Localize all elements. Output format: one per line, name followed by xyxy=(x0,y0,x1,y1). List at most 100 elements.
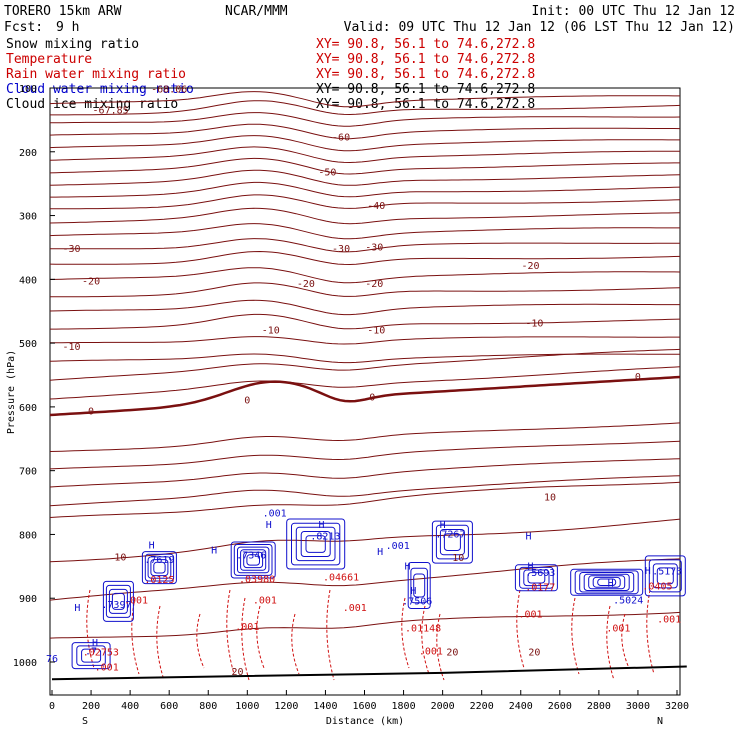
high-marker: H xyxy=(92,638,98,649)
rain-label: .001 xyxy=(419,646,443,657)
isotherm-line xyxy=(49,348,681,381)
temperature-label: -10 xyxy=(262,326,280,337)
x-tick-label: 1000 xyxy=(235,701,259,712)
rain-contour xyxy=(291,613,300,675)
cloud-contour xyxy=(443,533,461,552)
cloud-contour xyxy=(295,526,336,562)
field-name: Cloud water mixing ratio xyxy=(6,82,194,97)
high-marker: H xyxy=(377,547,383,558)
isotherm-line xyxy=(49,91,680,108)
cloud-contour xyxy=(579,572,635,593)
cloud-contours xyxy=(71,518,686,670)
isotherm-line xyxy=(49,422,681,452)
x-end-label-north: N xyxy=(657,716,663,727)
forecast-label: Fcst: xyxy=(4,20,43,35)
field-xy: XY= 90.8, 56.1 to 74.6,272.8 xyxy=(316,82,535,97)
rain-label: .001 xyxy=(253,595,277,606)
rain-contour xyxy=(621,613,630,669)
cloud-contour xyxy=(519,566,554,589)
temperature-isotherms xyxy=(49,91,681,639)
cloud-contour xyxy=(237,546,270,574)
isotherm-line xyxy=(49,123,681,140)
cloud-contour xyxy=(105,584,131,618)
isotherm-line xyxy=(50,100,681,116)
cloud-label: .5024 xyxy=(613,595,643,606)
isotherm-line xyxy=(49,299,680,316)
cloud-contour xyxy=(574,570,639,595)
header: TORERO 15km ARW NCAR/MMM Init: 00 UTC Th… xyxy=(4,4,735,35)
rain-label: .04661 xyxy=(323,572,359,583)
x-tick-label: 2600 xyxy=(548,701,572,712)
isotherm-line xyxy=(49,267,681,284)
high-marker: H xyxy=(645,566,651,577)
x-tick-label: 600 xyxy=(160,701,178,712)
contour-labels: -67.85 -68.06 -60 -50 -40 -30 -30 -30 -20 -20 -20 -… xyxy=(46,84,682,677)
isotherm-line xyxy=(49,458,681,488)
cloud-contour xyxy=(240,549,267,571)
isotherm-line xyxy=(50,282,681,298)
field-name: Snow mixing ratio xyxy=(6,37,139,52)
rain-label: .01148 xyxy=(405,623,441,634)
cloud-label: .5693 xyxy=(525,568,555,579)
rain-label: .001 xyxy=(606,623,630,634)
x-tick-label: 1600 xyxy=(352,701,376,712)
rain-contour xyxy=(571,597,580,675)
y-tick-label: 400 xyxy=(19,275,37,286)
rain-label: .001 xyxy=(343,603,367,614)
rain-contour xyxy=(646,589,655,675)
cloud-contour xyxy=(108,588,128,614)
freezing-level xyxy=(49,375,681,417)
y-tick-label: 900 xyxy=(19,594,37,605)
cloud-contour xyxy=(588,575,626,590)
high-marker: H xyxy=(410,586,416,597)
y-tick-label: 100 xyxy=(19,84,37,95)
isotherm-line xyxy=(50,238,680,253)
rain-contour xyxy=(421,605,430,675)
cloud-contour xyxy=(141,551,177,585)
x-tick-label: 0 xyxy=(49,701,55,712)
cloud-contour xyxy=(286,518,346,570)
temperature-label: -30 xyxy=(365,243,383,254)
isotherm-line xyxy=(49,169,681,186)
field-xy: XY= 90.8, 56.1 to 74.6,272.8 xyxy=(316,52,535,67)
high-marker: H xyxy=(266,520,272,531)
temperature-label: -20 xyxy=(521,261,539,272)
model-title: TORERO 15km ARW xyxy=(4,4,122,19)
isotherm-line xyxy=(49,366,681,400)
cloud-contour xyxy=(514,564,558,592)
cloud-label: 76 xyxy=(46,654,58,665)
rain-contour xyxy=(156,605,165,681)
isotherm-line xyxy=(49,440,681,470)
temperature-label: -68.06 xyxy=(151,84,187,95)
x-axis-label: Distance (km) xyxy=(326,716,404,727)
x-tick-label: 800 xyxy=(199,701,217,712)
cloud-contour xyxy=(230,541,276,579)
temperature-label: 20 xyxy=(232,667,244,678)
temperature-label: -20 xyxy=(82,276,100,287)
y-tick-label: 700 xyxy=(19,467,37,478)
cloud-label: .001 xyxy=(263,509,287,520)
cloud-contour xyxy=(523,569,550,587)
cloud-contour xyxy=(291,522,341,566)
x-tick-label: 400 xyxy=(121,701,139,712)
isotherm-line xyxy=(49,157,680,175)
cloud-contour xyxy=(652,563,678,589)
rain-contour xyxy=(436,613,445,681)
temperature-label: -40 xyxy=(367,201,385,212)
temperature-label: -30 xyxy=(63,244,81,255)
cloud-contour xyxy=(527,572,546,584)
cloud-contour xyxy=(111,592,125,610)
temperature-label: -30 xyxy=(332,244,350,255)
x-tick-label: 2800 xyxy=(587,701,611,712)
temperature-label: 0 xyxy=(635,372,641,383)
cloud-contour xyxy=(305,535,326,553)
isotherm-line xyxy=(49,146,680,164)
field-name: Temperature xyxy=(6,52,92,67)
cloud-label: .7619 xyxy=(144,555,174,566)
isotherm-line xyxy=(49,481,681,518)
cloud-contour xyxy=(233,544,273,576)
rain-label: .001 xyxy=(235,622,259,633)
rain-label: .001 xyxy=(657,614,681,625)
y-tick-label: 200 xyxy=(19,148,37,159)
